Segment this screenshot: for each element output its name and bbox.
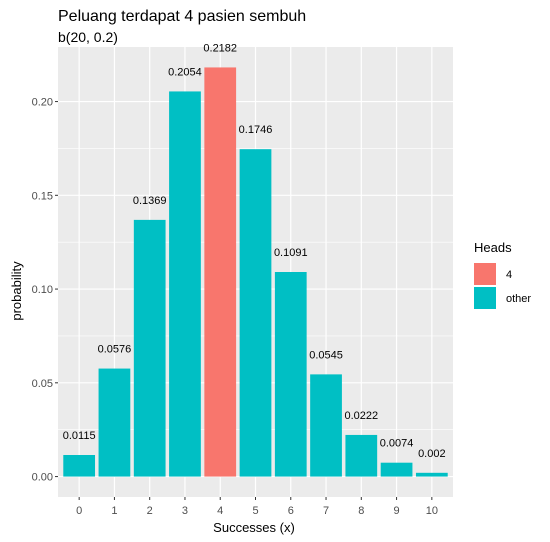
data-label: 0.002 (418, 448, 446, 460)
legend-key-4 (474, 263, 496, 285)
x-tick-label: 10 (426, 505, 438, 517)
data-label: 0.2054 (168, 66, 202, 78)
data-label: 0.0074 (380, 438, 414, 450)
x-axis-title: Successes (x) (213, 520, 295, 535)
legend-key-other (474, 287, 496, 309)
legend-label-other: other (506, 293, 531, 305)
bar (98, 368, 131, 477)
y-tick-label: 0.20 (32, 97, 53, 109)
bar (380, 462, 413, 477)
legend: Heads 4 other (474, 240, 531, 309)
x-tick-label: 3 (182, 505, 188, 517)
bar (274, 272, 307, 477)
y-axis-title: probability (9, 261, 24, 321)
chart-subtitle: b(20, 0.2) (58, 29, 118, 45)
data-label: 0.2182 (203, 42, 237, 54)
bar (345, 434, 378, 477)
plot-area: 0.00 0.05 0.10 0.15 0.20 0 1 2 3 4 5 6 7 8 9 10 0.0115 0.… (32, 42, 453, 517)
x-tick-label: 2 (147, 505, 153, 517)
data-label: 0.1746 (239, 124, 273, 136)
y-tick-label: 0.00 (32, 472, 53, 484)
y-tick-label: 0.10 (32, 284, 53, 296)
bar (415, 472, 448, 477)
data-label: 0.0222 (344, 410, 378, 422)
x-tick-label: 1 (111, 505, 117, 517)
bar (169, 91, 201, 477)
data-label: 0.1091 (274, 247, 308, 259)
x-tick-label: 8 (358, 505, 364, 517)
chart-title: Peluang terdapat 4 pasien sembuh (58, 8, 306, 25)
legend-title: Heads (474, 240, 512, 255)
data-label: 0.0115 (63, 430, 96, 442)
data-label: 0.1369 (133, 195, 167, 207)
x-tick-label: 6 (288, 505, 294, 517)
x-tick-label: 4 (217, 505, 223, 517)
bar (63, 455, 96, 477)
y-tick-label: 0.15 (32, 190, 53, 202)
bar (204, 67, 237, 477)
legend-label-4: 4 (506, 269, 512, 281)
bar (133, 219, 166, 477)
x-tick-label: 0 (76, 505, 82, 517)
bar (239, 149, 272, 477)
x-tick-label: 7 (323, 505, 329, 517)
data-label: 0.0576 (98, 344, 132, 356)
y-tick-label: 0.05 (32, 378, 53, 390)
x-tick-label: 9 (394, 505, 400, 517)
data-label: 0.0545 (309, 349, 343, 361)
x-tick-label: 5 (252, 505, 258, 517)
bar (310, 374, 342, 477)
